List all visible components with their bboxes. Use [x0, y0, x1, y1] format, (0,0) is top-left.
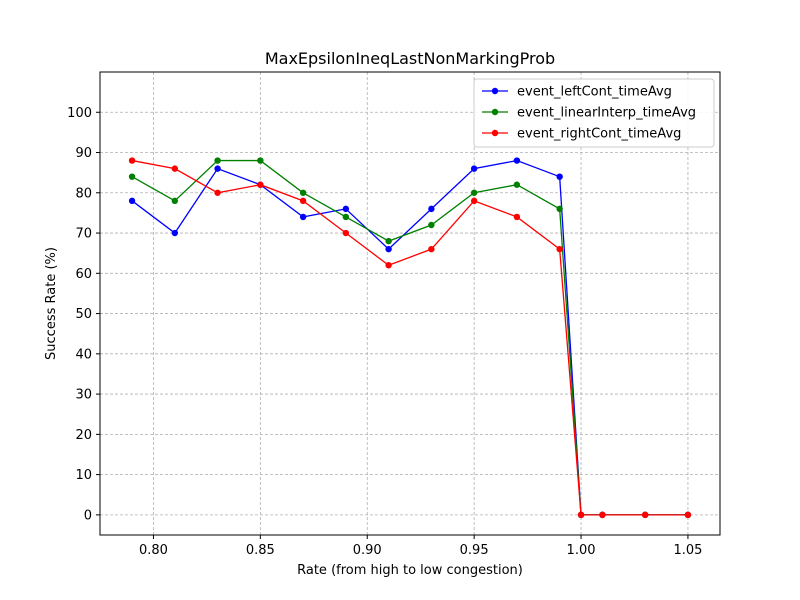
- data-point: [684, 511, 692, 519]
- x-axis-label: Rate (from high to low congestion): [297, 563, 523, 578]
- y-tick-label: 60: [75, 267, 92, 282]
- data-point: [128, 173, 136, 180]
- data-point: [171, 165, 179, 172]
- x-tick-label: 0.80: [139, 543, 168, 558]
- legend-label: event_leftCont_timeAvg: [517, 85, 672, 100]
- data-point: [342, 229, 350, 237]
- data-point: [299, 189, 307, 196]
- data-point: [577, 511, 585, 519]
- y-tick-label: 20: [75, 428, 92, 443]
- x-tick-label: 0.90: [353, 543, 382, 558]
- series-group: [128, 157, 692, 519]
- data-point: [257, 157, 264, 164]
- data-point: [513, 181, 521, 188]
- axis-ticks: 0.80 0.85 0.90 0.95 1.00 1.05 0 10 20 30 40 50 60 70 8…: [67, 106, 702, 558]
- y-axis-label: Success Rate (%): [44, 247, 59, 360]
- x-tick-label: 1.00: [567, 543, 596, 558]
- data-point: [171, 197, 179, 205]
- data-point: [214, 165, 221, 172]
- legend: event_leftCont_timeAvg event_linearInterp…: [473, 78, 715, 148]
- legend-label: event_rightCont_timeAvg: [517, 127, 681, 142]
- data-point: [385, 237, 392, 245]
- y-tick-label: 70: [75, 227, 92, 242]
- data-point: [385, 262, 392, 269]
- data-point: [428, 245, 435, 253]
- data-point: [171, 229, 179, 237]
- legend-marker: [491, 108, 499, 116]
- data-point: [470, 189, 478, 196]
- data-point: [556, 205, 563, 213]
- data-point: [257, 181, 264, 188]
- data-point: [470, 165, 478, 172]
- x-tick-label: 0.95: [460, 543, 489, 558]
- data-point: [299, 197, 307, 205]
- data-point: [599, 511, 606, 519]
- data-point: [428, 221, 435, 229]
- data-point: [513, 213, 521, 221]
- y-tick-label: 90: [75, 146, 92, 161]
- x-tick-label: 0.85: [246, 543, 275, 558]
- y-tick-label: 0: [84, 508, 92, 523]
- legend-marker: [491, 129, 499, 137]
- data-point: [513, 157, 521, 164]
- data-point: [428, 205, 435, 213]
- y-tick-label: 30: [75, 388, 92, 403]
- data-point: [342, 205, 350, 213]
- y-tick-label: 50: [75, 307, 92, 322]
- data-point: [556, 245, 563, 253]
- data-point: [214, 189, 221, 196]
- chart-title: MaxEpsilonIneqLastNonMarkingProb: [265, 49, 555, 68]
- data-point: [385, 245, 392, 253]
- data-point: [556, 173, 563, 180]
- data-point: [128, 157, 136, 164]
- data-point: [641, 511, 649, 519]
- legend-label: event_linearInterp_timeAvg: [517, 106, 696, 121]
- legend-box: [473, 78, 715, 148]
- y-tick-label: 100: [67, 106, 92, 121]
- y-tick-label: 40: [75, 347, 92, 362]
- y-tick-label: 10: [75, 468, 92, 483]
- plot-frame: [99, 71, 721, 536]
- data-point: [299, 213, 307, 221]
- x-tick-label: 1.05: [673, 543, 702, 558]
- legend-marker: [491, 87, 499, 95]
- plot-area: [100, 72, 720, 535]
- data-point: [214, 157, 221, 164]
- data-point: [128, 197, 136, 205]
- y-tick-label: 80: [75, 186, 92, 201]
- data-point: [342, 213, 350, 221]
- data-point: [470, 197, 478, 205]
